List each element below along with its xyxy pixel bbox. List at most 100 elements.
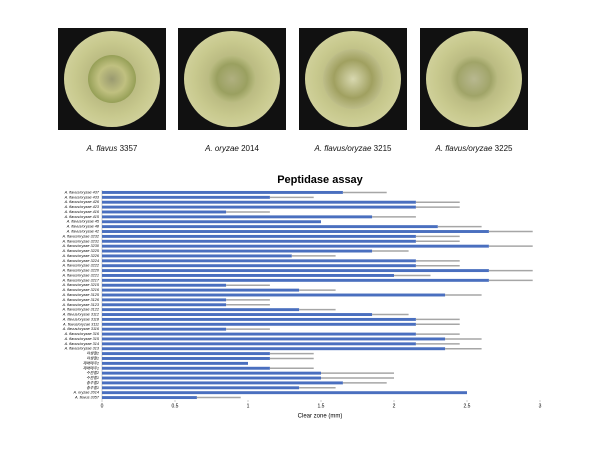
bar: [102, 225, 438, 229]
x-tick-label: 1.5: [318, 403, 325, 409]
petri-dish-photo: [178, 28, 286, 130]
bar: [102, 347, 446, 351]
y-tick-label: A. flavus/oryzae 3111: [62, 322, 99, 326]
bar: [102, 308, 300, 312]
petri-dish-photo: [420, 28, 528, 130]
y-tick-label: 야생철2: [86, 351, 99, 356]
bar: [102, 396, 197, 400]
x-tick-label: 1: [247, 403, 250, 409]
y-tick-label: A. flavus/oryzae 45: [66, 220, 100, 224]
bar: [102, 283, 227, 287]
bar: [102, 381, 343, 385]
y-tick-label: A. flavus/oryzae 3125: [61, 293, 99, 297]
y-tick-label: A. flavus/oryzae 3126: [61, 298, 99, 302]
y-tick-label: A. flavus 3357: [74, 396, 100, 400]
y-tick-label: A. oryzae 2014: [72, 391, 99, 395]
bar: [102, 205, 416, 209]
x-tick-label: 2.5: [464, 403, 471, 409]
bar: [102, 264, 416, 268]
y-tick-label: A. flavus/oryzae 3116: [62, 327, 100, 331]
x-tick-label: 3: [539, 403, 542, 409]
y-tick-label: A. flavus/oryzae 315: [64, 337, 100, 341]
y-tick-label: A. flavus/oryzae 316: [64, 332, 100, 336]
x-axis-label: Clear zone (mm): [298, 414, 343, 420]
bar: [102, 327, 227, 331]
y-tick-label: A. flavus/oryzae 3222: [61, 264, 99, 268]
x-tick-label: 0: [101, 403, 104, 409]
y-tick-label: A. flavus/oryzae 3217: [61, 278, 99, 282]
bar: [102, 249, 373, 253]
bar: [102, 366, 270, 370]
caption: A. flavus/oryzae 3215: [314, 144, 392, 153]
caption: A. flavus/oryzae 3225: [435, 144, 513, 153]
bar: [102, 376, 321, 380]
bar: [102, 278, 489, 282]
bar: [102, 230, 489, 233]
bar: [102, 288, 300, 292]
bar: [102, 361, 248, 365]
y-tick-label: 재래메주2: [83, 360, 100, 365]
y-tick-label: A. flavus/oryzae 48: [66, 225, 100, 229]
chart-title: Peptidase assay: [277, 174, 363, 186]
petri-dish-photo: [299, 28, 407, 130]
y-tick-label: A. flavus/oryzae 433: [64, 195, 100, 199]
y-tick-label: A. flavus/oryzae 3215: [61, 283, 99, 287]
bar: [102, 357, 270, 360]
bar: [102, 298, 227, 302]
y-tick-label: 야생철1: [86, 355, 99, 360]
y-tick-label: A. flavus/oryzae 3122: [61, 308, 99, 312]
y-tick-label: A. flavus/oryzae 314: [64, 342, 99, 346]
y-tick-label: 충주철1: [86, 385, 99, 390]
x-tick-label: 2: [393, 403, 396, 409]
bar: [102, 342, 416, 346]
bar: [102, 303, 227, 307]
y-tick-label: A. flavus/oryzae 3112: [62, 313, 100, 317]
bar: [102, 391, 467, 395]
y-tick-label: A. flavus/oryzae 3221: [61, 273, 99, 277]
y-tick-label: A. flavus/oryzae 3232: [61, 234, 99, 238]
y-tick-label: 수원철1: [86, 375, 99, 380]
y-tick-label: A. flavus/oryzae 3118: [62, 317, 100, 321]
petri-dish-photo: [58, 28, 166, 130]
caption: A. flavus 3357: [86, 144, 138, 153]
caption: A. oryzae 2014: [205, 144, 259, 153]
bar: [102, 239, 416, 243]
y-tick-label: A. flavus/oryzae 437: [64, 190, 100, 194]
bar: [102, 371, 321, 375]
y-tick-label: A. flavus/oryzae 42: [66, 230, 100, 234]
bar: [102, 317, 416, 321]
bar: [102, 220, 321, 224]
y-tick-label: A. flavus/oryzae 3226: [61, 254, 99, 258]
y-tick-label: A. flavus/oryzae 3220: [61, 269, 99, 273]
bar: [102, 234, 416, 238]
y-tick-label: A. flavus/oryzae 3123: [61, 303, 99, 307]
bar: [102, 352, 270, 356]
bar: [102, 190, 343, 194]
bar: [102, 332, 416, 336]
y-tick-label: 수원철2: [86, 370, 99, 375]
y-tick-label: A. flavus/oryzae 415: [64, 215, 100, 219]
y-tick-label: A. flavus/oryzae 423: [64, 205, 100, 209]
bar: [102, 259, 416, 263]
y-tick-label: A. flavus/oryzae 3224: [61, 259, 99, 263]
bar: [102, 337, 446, 341]
y-tick-label: A. flavus/oryzae 3216: [61, 288, 99, 292]
x-tick-label: 0.5: [172, 403, 179, 409]
bar: [102, 269, 489, 273]
bar: [102, 244, 489, 248]
bar: [102, 254, 292, 258]
y-tick-label: A. flavus/oryzae 416: [64, 210, 100, 214]
bar: [102, 274, 394, 277]
bar: [102, 210, 227, 214]
bar: [102, 386, 300, 390]
bar: [102, 322, 416, 326]
bar: [102, 200, 416, 204]
y-tick-label: A. flavus/oryzae 3231: [61, 239, 99, 243]
bar: [102, 215, 373, 219]
y-tick-label: A. flavus/oryzae 3230: [61, 244, 99, 248]
bar: [102, 293, 446, 297]
bar: [102, 195, 270, 199]
y-tick-label: 충주철2: [86, 380, 99, 385]
